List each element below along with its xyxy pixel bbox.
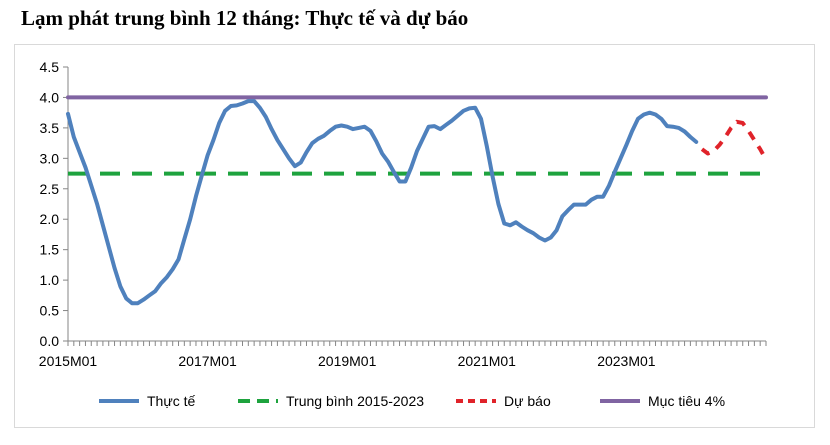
y-tick-label: 2.0 (40, 211, 60, 227)
x-tick-label: 2023M01 (597, 353, 656, 369)
legend-label: Dự báo (504, 393, 551, 409)
legend: Thực tế Trung bình 2015-2023 Dự báo Mục tiê… (99, 393, 725, 409)
y-tick-label: 1.5 (40, 242, 60, 258)
x-tick-label: 2015M01 (39, 353, 98, 369)
x-tick-label: 2021M01 (458, 353, 517, 369)
chart-axes (63, 66, 767, 346)
chart-frame (14, 44, 815, 428)
y-tick-label: 4.0 (40, 89, 60, 105)
y-tick-labels: 0.0 0.5 1.0 1.5 2.0 2.5 3.0 3.5 4.0 4.5 (40, 59, 60, 349)
series-line-0 (66, 99, 699, 306)
legend-label: Trung bình 2015-2023 (286, 393, 424, 409)
y-tick-label: 0.5 (40, 303, 60, 319)
legend-label: Mục tiêu 4% (648, 393, 725, 409)
chart-title: Lạm phát trung bình 12 tháng: Thực tế và… (21, 6, 469, 30)
y-tick-label: 4.5 (40, 59, 60, 75)
legend-label: Thực tế (147, 393, 195, 409)
y-tick-label: 0.0 (40, 333, 60, 349)
y-tick-label: 3.0 (40, 150, 60, 166)
y-tick-label: 2.5 (40, 181, 60, 197)
x-tick-label: 2019M01 (318, 353, 377, 369)
y-tick-label: 1.0 (40, 272, 60, 288)
x-tick-labels: 2015M01 2017M01 2019M01 2021M01 2023M01 (39, 353, 656, 369)
x-tick-label: 2017M01 (178, 353, 237, 369)
y-tick-label: 3.5 (40, 120, 60, 136)
series-line-2 (700, 119, 768, 161)
series-lines (66, 95, 768, 306)
